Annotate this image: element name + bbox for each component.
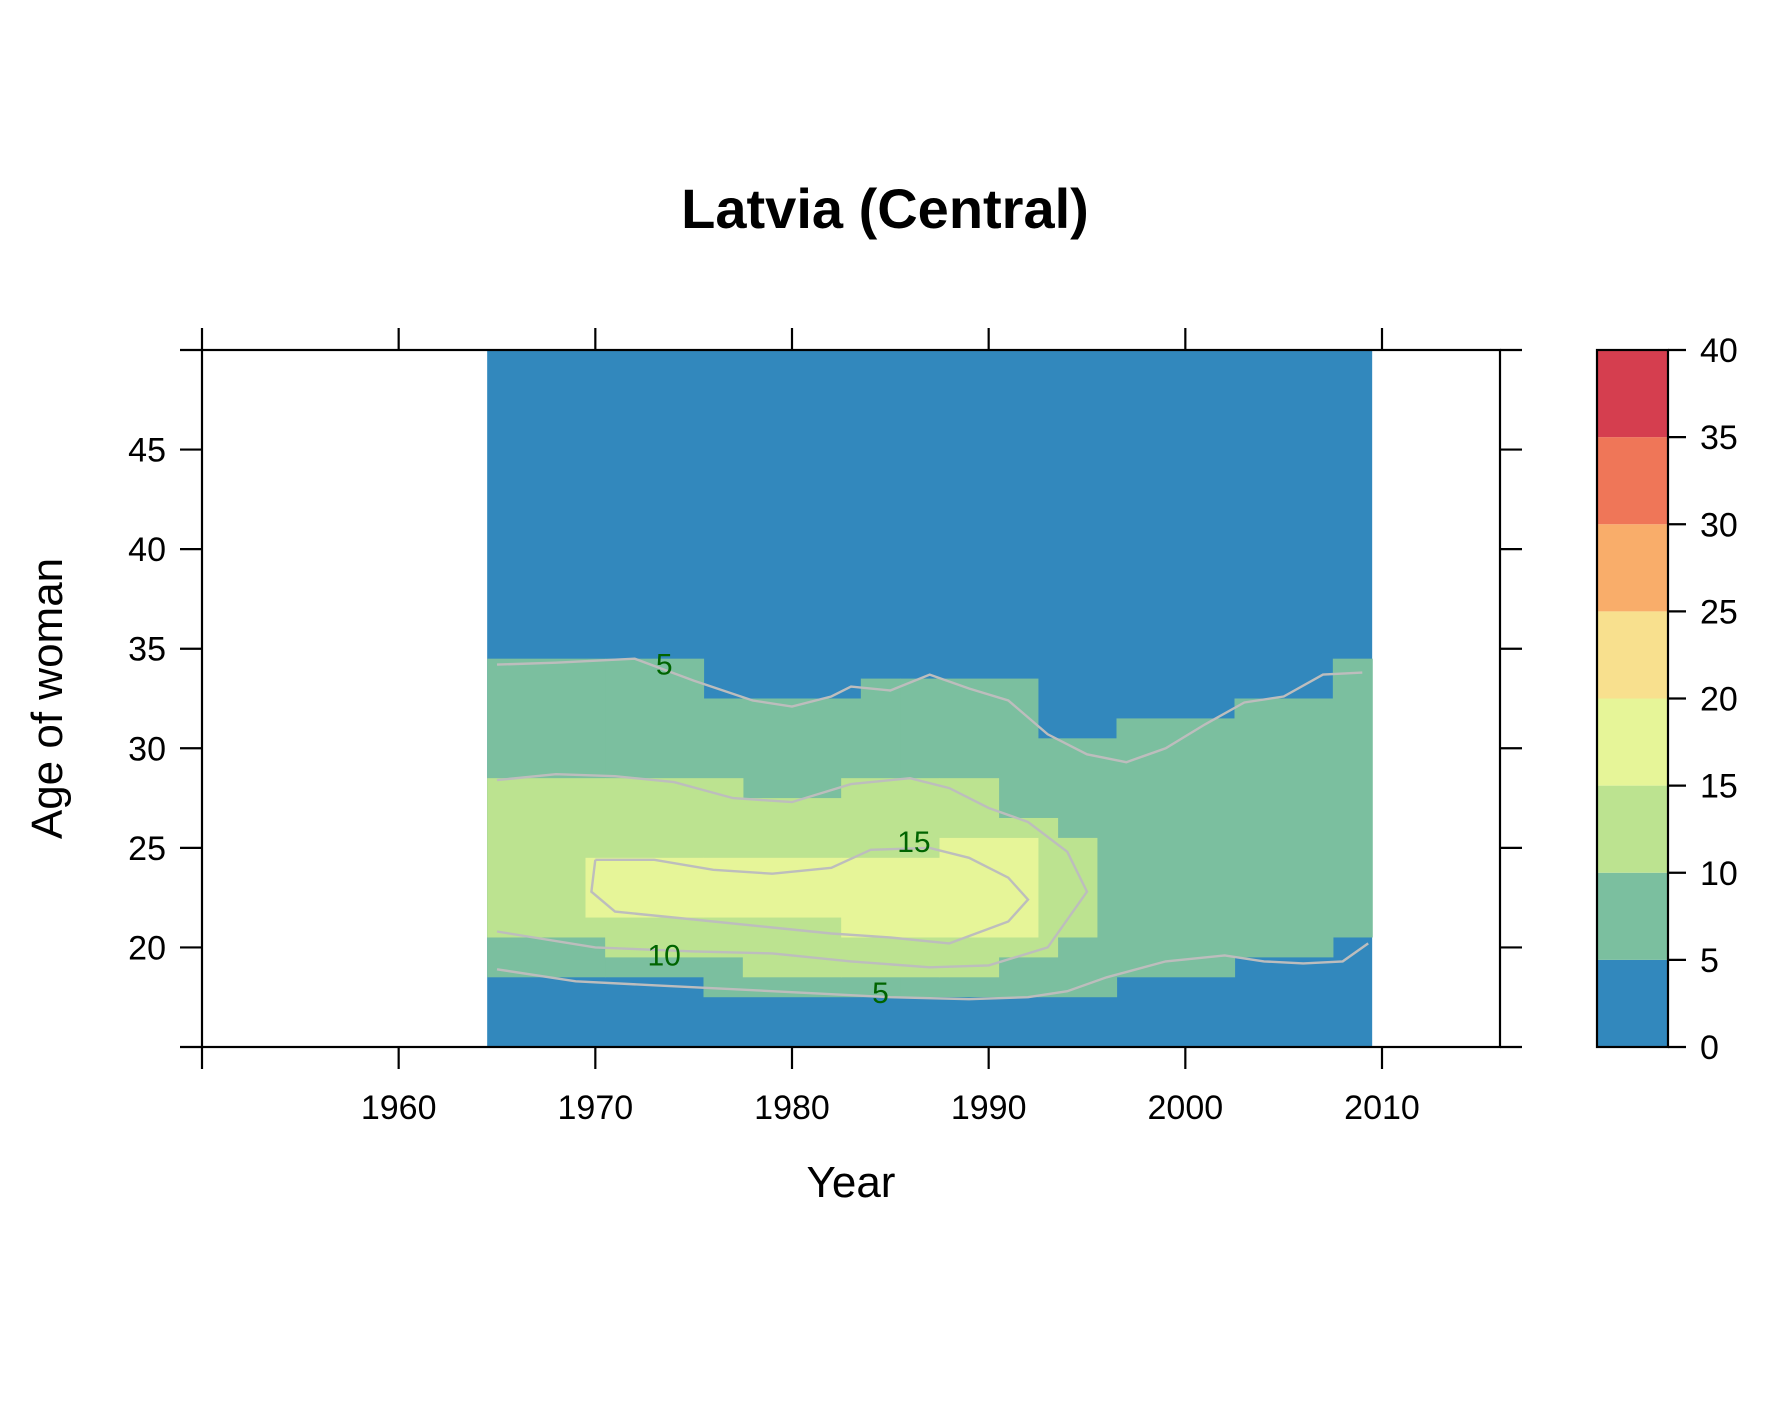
contour-label-layer: 5 15 10 5 [647,649,930,1011]
colorbar-tick-label: 40 [1700,332,1738,370]
contour-line-upper-5 [496,657,1363,764]
colorbar-tick-label: 25 [1700,593,1738,631]
plot-frame [200,348,1502,1049]
y-axis-label: Age of woman [23,558,72,839]
y-axis: 20 25 30 35 40 45 [128,348,1522,1049]
x-tick-label: 1990 [951,1089,1027,1127]
contour-line-upper-10 [496,772,1089,969]
colorbar-tick-label: 5 [1700,942,1719,980]
colorbar-swatch [1597,611,1668,699]
contour-label: 5 [656,649,673,682]
colorbar-tick-label: 0 [1700,1029,1719,1067]
y-tick-label: 20 [128,929,166,967]
heatmap-cell-15-20 [585,857,705,918]
heatmap-cell-5-10 [1234,698,1334,958]
colorbar-tick-label: 15 [1700,768,1738,806]
colorbar-tick-label: 35 [1700,419,1738,457]
heatmap-cell-5-10 [1332,658,1373,938]
y-tick-label: 45 [128,432,166,470]
contour-label: 5 [872,977,889,1010]
colorbar-swatch [1597,350,1668,438]
x-tick-label: 2010 [1344,1089,1420,1127]
heatmap-cell-15-20 [841,857,941,938]
y-tick-label: 25 [128,830,166,868]
colorbar-swatch [1597,959,1668,1047]
y-tick-label: 35 [128,631,166,669]
heatmap-cell-15-20 [703,857,842,918]
x-axis-label: Year [807,1158,896,1207]
x-tick-label: 1970 [558,1089,634,1127]
colorbar: 0 5 10 15 20 25 30 35 40 [1595,332,1738,1067]
contour-layer [496,657,1369,1001]
contour-line-upper-15 [590,846,1030,945]
colorbar-tick-label: 10 [1700,855,1738,893]
colorbar-tick-label: 20 [1700,681,1738,719]
heatmap-cell-10-15 [1057,837,1098,938]
colorbar-tick-label: 30 [1700,506,1738,544]
heatmap-layer [487,350,1373,1047]
heatmap-cell-5-10 [1116,718,1236,978]
contour-line-lower-5 [496,942,1369,1001]
y-tick-label: 30 [128,730,166,768]
y-tick-label: 40 [128,531,166,569]
colorbar-swatch [1597,872,1668,960]
chart-title: Latvia (Central) [681,177,1089,240]
x-tick-label: 1960 [361,1089,437,1127]
heatmap-cell-15-20 [939,837,1039,938]
x-tick-label: 2000 [1148,1089,1224,1127]
contour-label: 15 [897,826,930,859]
colorbar-swatch [1597,698,1668,786]
x-tick-label: 1980 [754,1089,830,1127]
colorbar-swatch [1597,524,1668,612]
contour-label: 10 [647,939,680,972]
colorbar-swatch [1597,437,1668,525]
x-axis: 1960 1970 1980 1990 2000 2010 [200,328,1420,1127]
colorbar-swatch [1597,785,1668,873]
